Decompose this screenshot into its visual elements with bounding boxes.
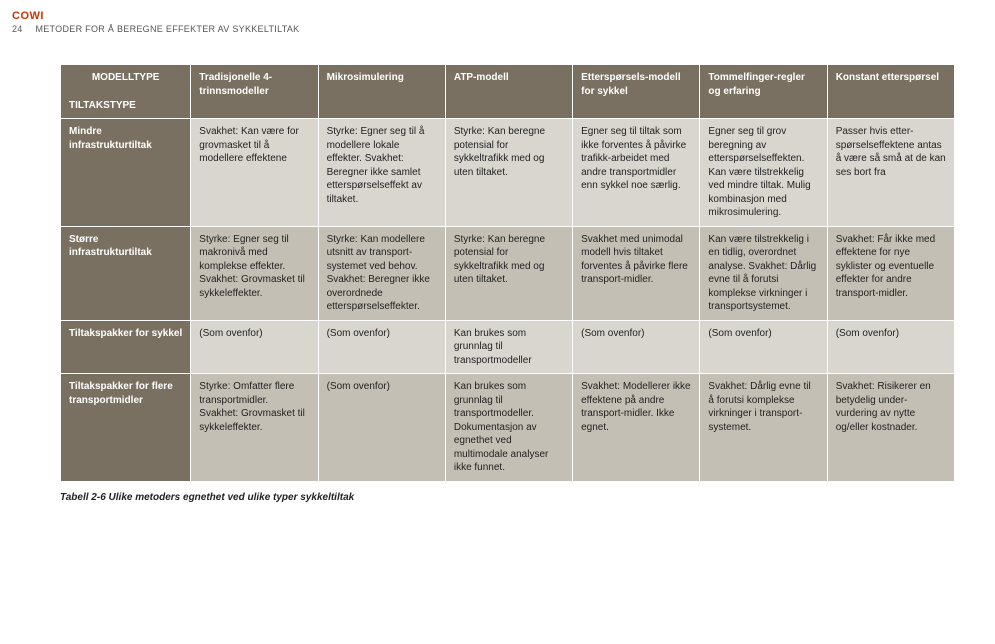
table-cell: Svakhet: Dårlig evne til å forutsi kompl… xyxy=(700,374,827,482)
row-header: Mindre infrastrukturtiltak xyxy=(61,119,191,227)
document-subheader: 24 METODER FOR Å BEREGNE EFFEKTER AV SYK… xyxy=(12,24,983,34)
methods-table: MODELLTYPE TILTAKSTYPE Tradisjonelle 4-t… xyxy=(60,64,955,482)
table-cell: Styrke: Kan beregne potensial for sykkel… xyxy=(445,226,572,320)
table-cell: Svakhet: Risikerer en betydelig under-vu… xyxy=(827,374,954,482)
document-header: COWI 24 METODER FOR Å BEREGNE EFFEKTER A… xyxy=(0,0,995,34)
logo-text: COWI xyxy=(12,10,44,22)
table-cell: Styrke: Kan modellere utsnitt av transpo… xyxy=(318,226,445,320)
corner-cell: MODELLTYPE TILTAKSTYPE xyxy=(61,65,191,119)
table-cell: Svakhet med unimodal modell hvis tiltake… xyxy=(573,226,700,320)
column-header: Tommelfinger-regler og erfaring xyxy=(700,65,827,119)
table-cell: Styrke: Egner seg til å modellere lokale… xyxy=(318,119,445,227)
table-container: MODELLTYPE TILTAKSTYPE Tradisjonelle 4-t… xyxy=(0,34,995,482)
table-cell: (Som ovenfor) xyxy=(191,320,318,374)
corner-label-top: MODELLTYPE xyxy=(69,71,182,85)
row-header: Større infrastrukturtiltak xyxy=(61,226,191,320)
column-header: Etterspørsels-modell for sykkel xyxy=(573,65,700,119)
row-header: Tiltakspakker for sykkel xyxy=(61,320,191,374)
table-row: Mindre infrastrukturtiltak Svakhet: Kan … xyxy=(61,119,955,227)
table-header-row: MODELLTYPE TILTAKSTYPE Tradisjonelle 4-t… xyxy=(61,65,955,119)
table-cell: Kan brukes som grunnlag til transportmod… xyxy=(445,320,572,374)
table-cell: Svakhet: Får ikke med effektene for nye … xyxy=(827,226,954,320)
page-number: 24 xyxy=(12,24,23,34)
corner-label-bottom: TILTAKSTYPE xyxy=(69,99,182,113)
table-caption: Tabell 2-6 Ulike metoders egnethet ved u… xyxy=(0,482,995,503)
table-cell: Styrke: Omfatter flere transportmidler. … xyxy=(191,374,318,482)
column-header: Tradisjonelle 4-trinnsmodeller xyxy=(191,65,318,119)
table-cell: Kan være tilstrekkelig i en tidlig, over… xyxy=(700,226,827,320)
table-cell: (Som ovenfor) xyxy=(573,320,700,374)
table-cell: (Som ovenfor) xyxy=(700,320,827,374)
column-header: Mikrosimulering xyxy=(318,65,445,119)
column-header: Konstant etterspørsel xyxy=(827,65,954,119)
table-row: Tiltakspakker for flere transportmidler … xyxy=(61,374,955,482)
table-cell: (Som ovenfor) xyxy=(318,374,445,482)
row-header: Tiltakspakker for flere transportmidler xyxy=(61,374,191,482)
table-cell: (Som ovenfor) xyxy=(318,320,445,374)
table-row: Tiltakspakker for sykkel (Som ovenfor) (… xyxy=(61,320,955,374)
table-row: Større infrastrukturtiltak Styrke: Egner… xyxy=(61,226,955,320)
document-title: METODER FOR Å BEREGNE EFFEKTER AV SYKKEL… xyxy=(35,24,299,34)
table-cell: Kan brukes som grunnlag til transportmod… xyxy=(445,374,572,482)
column-header: ATP-modell xyxy=(445,65,572,119)
table-cell: (Som ovenfor) xyxy=(827,320,954,374)
table-cell: Passer hvis etter-spørselseffektene anta… xyxy=(827,119,954,227)
table-cell: Styrke: Egner seg til makronivå med komp… xyxy=(191,226,318,320)
table-cell: Svakhet: Kan være for grovmasket til å m… xyxy=(191,119,318,227)
table-cell: Styrke: Kan beregne potensial for sykkel… xyxy=(445,119,572,227)
table-cell: Svakhet: Modellerer ikke effektene på an… xyxy=(573,374,700,482)
table-cell: Egner seg til grov beregning av etterspø… xyxy=(700,119,827,227)
table-cell: Egner seg til tiltak som ikke forventes … xyxy=(573,119,700,227)
